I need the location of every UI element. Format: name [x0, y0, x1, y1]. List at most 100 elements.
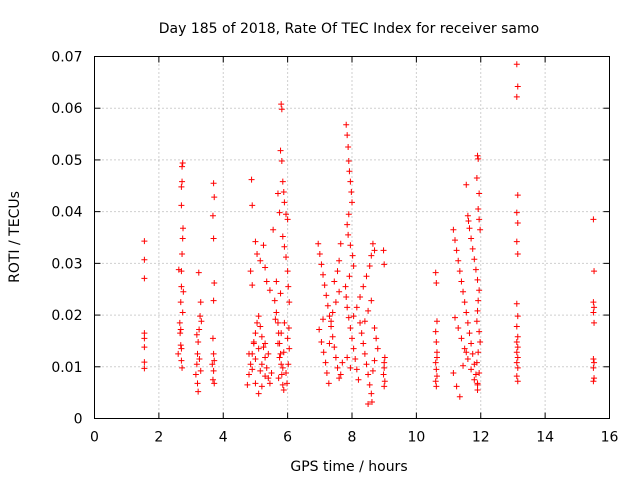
data-point: [281, 319, 288, 326]
data-point: [433, 338, 440, 345]
data-point: [339, 359, 346, 366]
data-point: [368, 252, 375, 259]
data-point: [476, 287, 483, 294]
data-point: [514, 192, 521, 199]
data-point: [513, 349, 520, 356]
data-point: [141, 335, 148, 342]
data-point: [472, 371, 479, 378]
data-point: [461, 299, 468, 306]
x-tick-label: 10: [407, 430, 425, 446]
data-point: [210, 297, 217, 304]
data-point: [179, 251, 186, 258]
data-point: [197, 313, 204, 320]
data-point: [283, 369, 290, 376]
data-point: [473, 318, 480, 325]
data-point: [195, 338, 202, 345]
data-point: [360, 283, 367, 290]
data-point: [141, 256, 148, 263]
data-point: [179, 364, 186, 371]
data-point: [274, 340, 281, 347]
data-point: [349, 199, 355, 206]
data-point: [198, 318, 205, 325]
y-tick-label: 0.03: [51, 256, 82, 272]
data-point: [252, 356, 259, 363]
data-point: [350, 313, 357, 320]
data-point: [476, 369, 483, 376]
data-point: [141, 359, 148, 366]
data-point: [513, 359, 520, 366]
data-point: [210, 235, 217, 242]
data-point: [278, 330, 285, 337]
data-point: [458, 335, 465, 342]
data-point: [345, 144, 352, 150]
data-point: [477, 338, 484, 345]
data-point: [357, 293, 364, 300]
data-point: [332, 354, 339, 361]
data-point: [321, 282, 328, 289]
data-point: [279, 233, 286, 240]
x-tick-label: 6: [283, 430, 292, 446]
data-point: [468, 366, 475, 373]
data-point: [178, 345, 185, 352]
data-point: [369, 240, 376, 247]
data-point: [326, 313, 333, 320]
data-point: [284, 268, 291, 275]
data-point: [316, 251, 323, 258]
data-point: [361, 318, 368, 325]
data-point: [371, 247, 378, 254]
data-point: [281, 243, 288, 250]
data-point: [196, 356, 203, 363]
data-point: [316, 326, 323, 333]
data-point: [464, 319, 471, 326]
data-point: [257, 257, 264, 264]
data-point: [368, 390, 375, 397]
data-point: [193, 361, 200, 368]
data-point: [433, 366, 440, 373]
data-point: [196, 326, 203, 333]
data-point: [475, 155, 482, 162]
data-point: [476, 190, 483, 197]
data-point: [320, 349, 327, 356]
x-axis-ticks: 0 2 4 6 8 10 12 14 16: [90, 56, 618, 446]
data-point: [591, 268, 598, 275]
data-point: [195, 388, 202, 395]
data-point: [325, 380, 332, 387]
data-point: [285, 283, 292, 290]
data-point: [513, 300, 520, 307]
data-point: [514, 344, 521, 351]
data-point: [258, 361, 265, 368]
data-point: [458, 278, 465, 285]
data-point: [211, 380, 218, 387]
data-point: [337, 371, 344, 378]
data-point: [368, 398, 375, 405]
data-point: [343, 293, 350, 300]
data-point: [320, 316, 327, 323]
data-point: [284, 216, 291, 223]
data-point: [179, 235, 186, 242]
data-point: [452, 237, 458, 244]
x-tick-label: 8: [348, 430, 357, 446]
data-point: [469, 350, 476, 357]
data-point: [433, 318, 440, 325]
data-point: [141, 330, 148, 337]
data-point: [345, 157, 352, 164]
data-point: [286, 299, 293, 306]
data-point: [175, 350, 182, 357]
data-point: [355, 376, 362, 383]
data-point: [334, 364, 341, 371]
data-point: [320, 271, 327, 278]
data-point: [590, 216, 597, 223]
data-point: [255, 390, 262, 397]
y-tick-label: 0.02: [51, 308, 82, 324]
data-point: [345, 231, 352, 238]
data-point: [513, 373, 520, 380]
data-point: [369, 367, 376, 374]
data-point: [348, 188, 355, 195]
data-point: [248, 176, 255, 183]
data-point: [380, 371, 387, 378]
data-point: [466, 225, 473, 232]
data-point: [273, 278, 280, 285]
data-point: [249, 366, 256, 373]
data-point: [194, 350, 201, 357]
data-point: [350, 345, 357, 352]
